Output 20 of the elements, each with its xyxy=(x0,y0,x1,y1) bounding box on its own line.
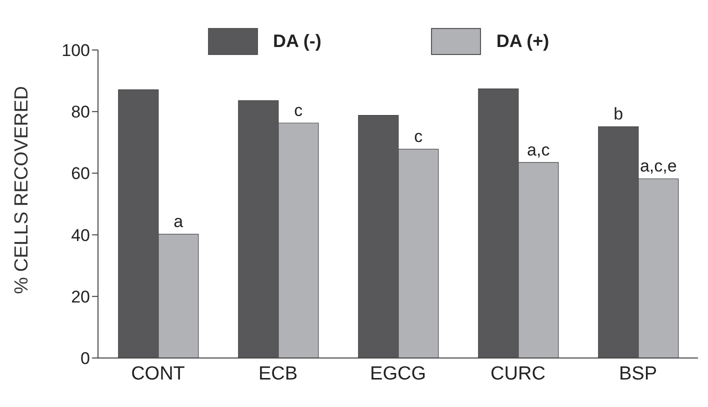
data-label: b xyxy=(614,104,624,124)
legend-label: DA (-) xyxy=(273,31,322,52)
x-tick-label: EGCG xyxy=(370,363,426,384)
y-tick-label: 60 xyxy=(71,164,90,184)
data-label: c xyxy=(294,100,304,120)
data-label: a xyxy=(174,212,184,232)
x-tick-label: ECB xyxy=(258,363,298,384)
legend-label: DA (+) xyxy=(496,31,550,52)
y-tick-label: 40 xyxy=(71,226,90,245)
data-label: a,c,e xyxy=(640,156,677,176)
y-tick-label: 100 xyxy=(62,41,90,60)
y-tick-label: 80 xyxy=(71,102,90,122)
y-axis-title: % CELLS RECOVERED xyxy=(12,86,33,294)
y-tick-label: 20 xyxy=(71,287,90,306)
x-tick-label: CONT xyxy=(131,363,186,384)
x-tick-label: BSP xyxy=(618,363,658,384)
data-label: a,c xyxy=(527,140,550,160)
x-tick-label: CURC xyxy=(490,363,546,384)
data-label: c xyxy=(414,127,424,146)
y-tick-label: 0 xyxy=(80,349,90,368)
